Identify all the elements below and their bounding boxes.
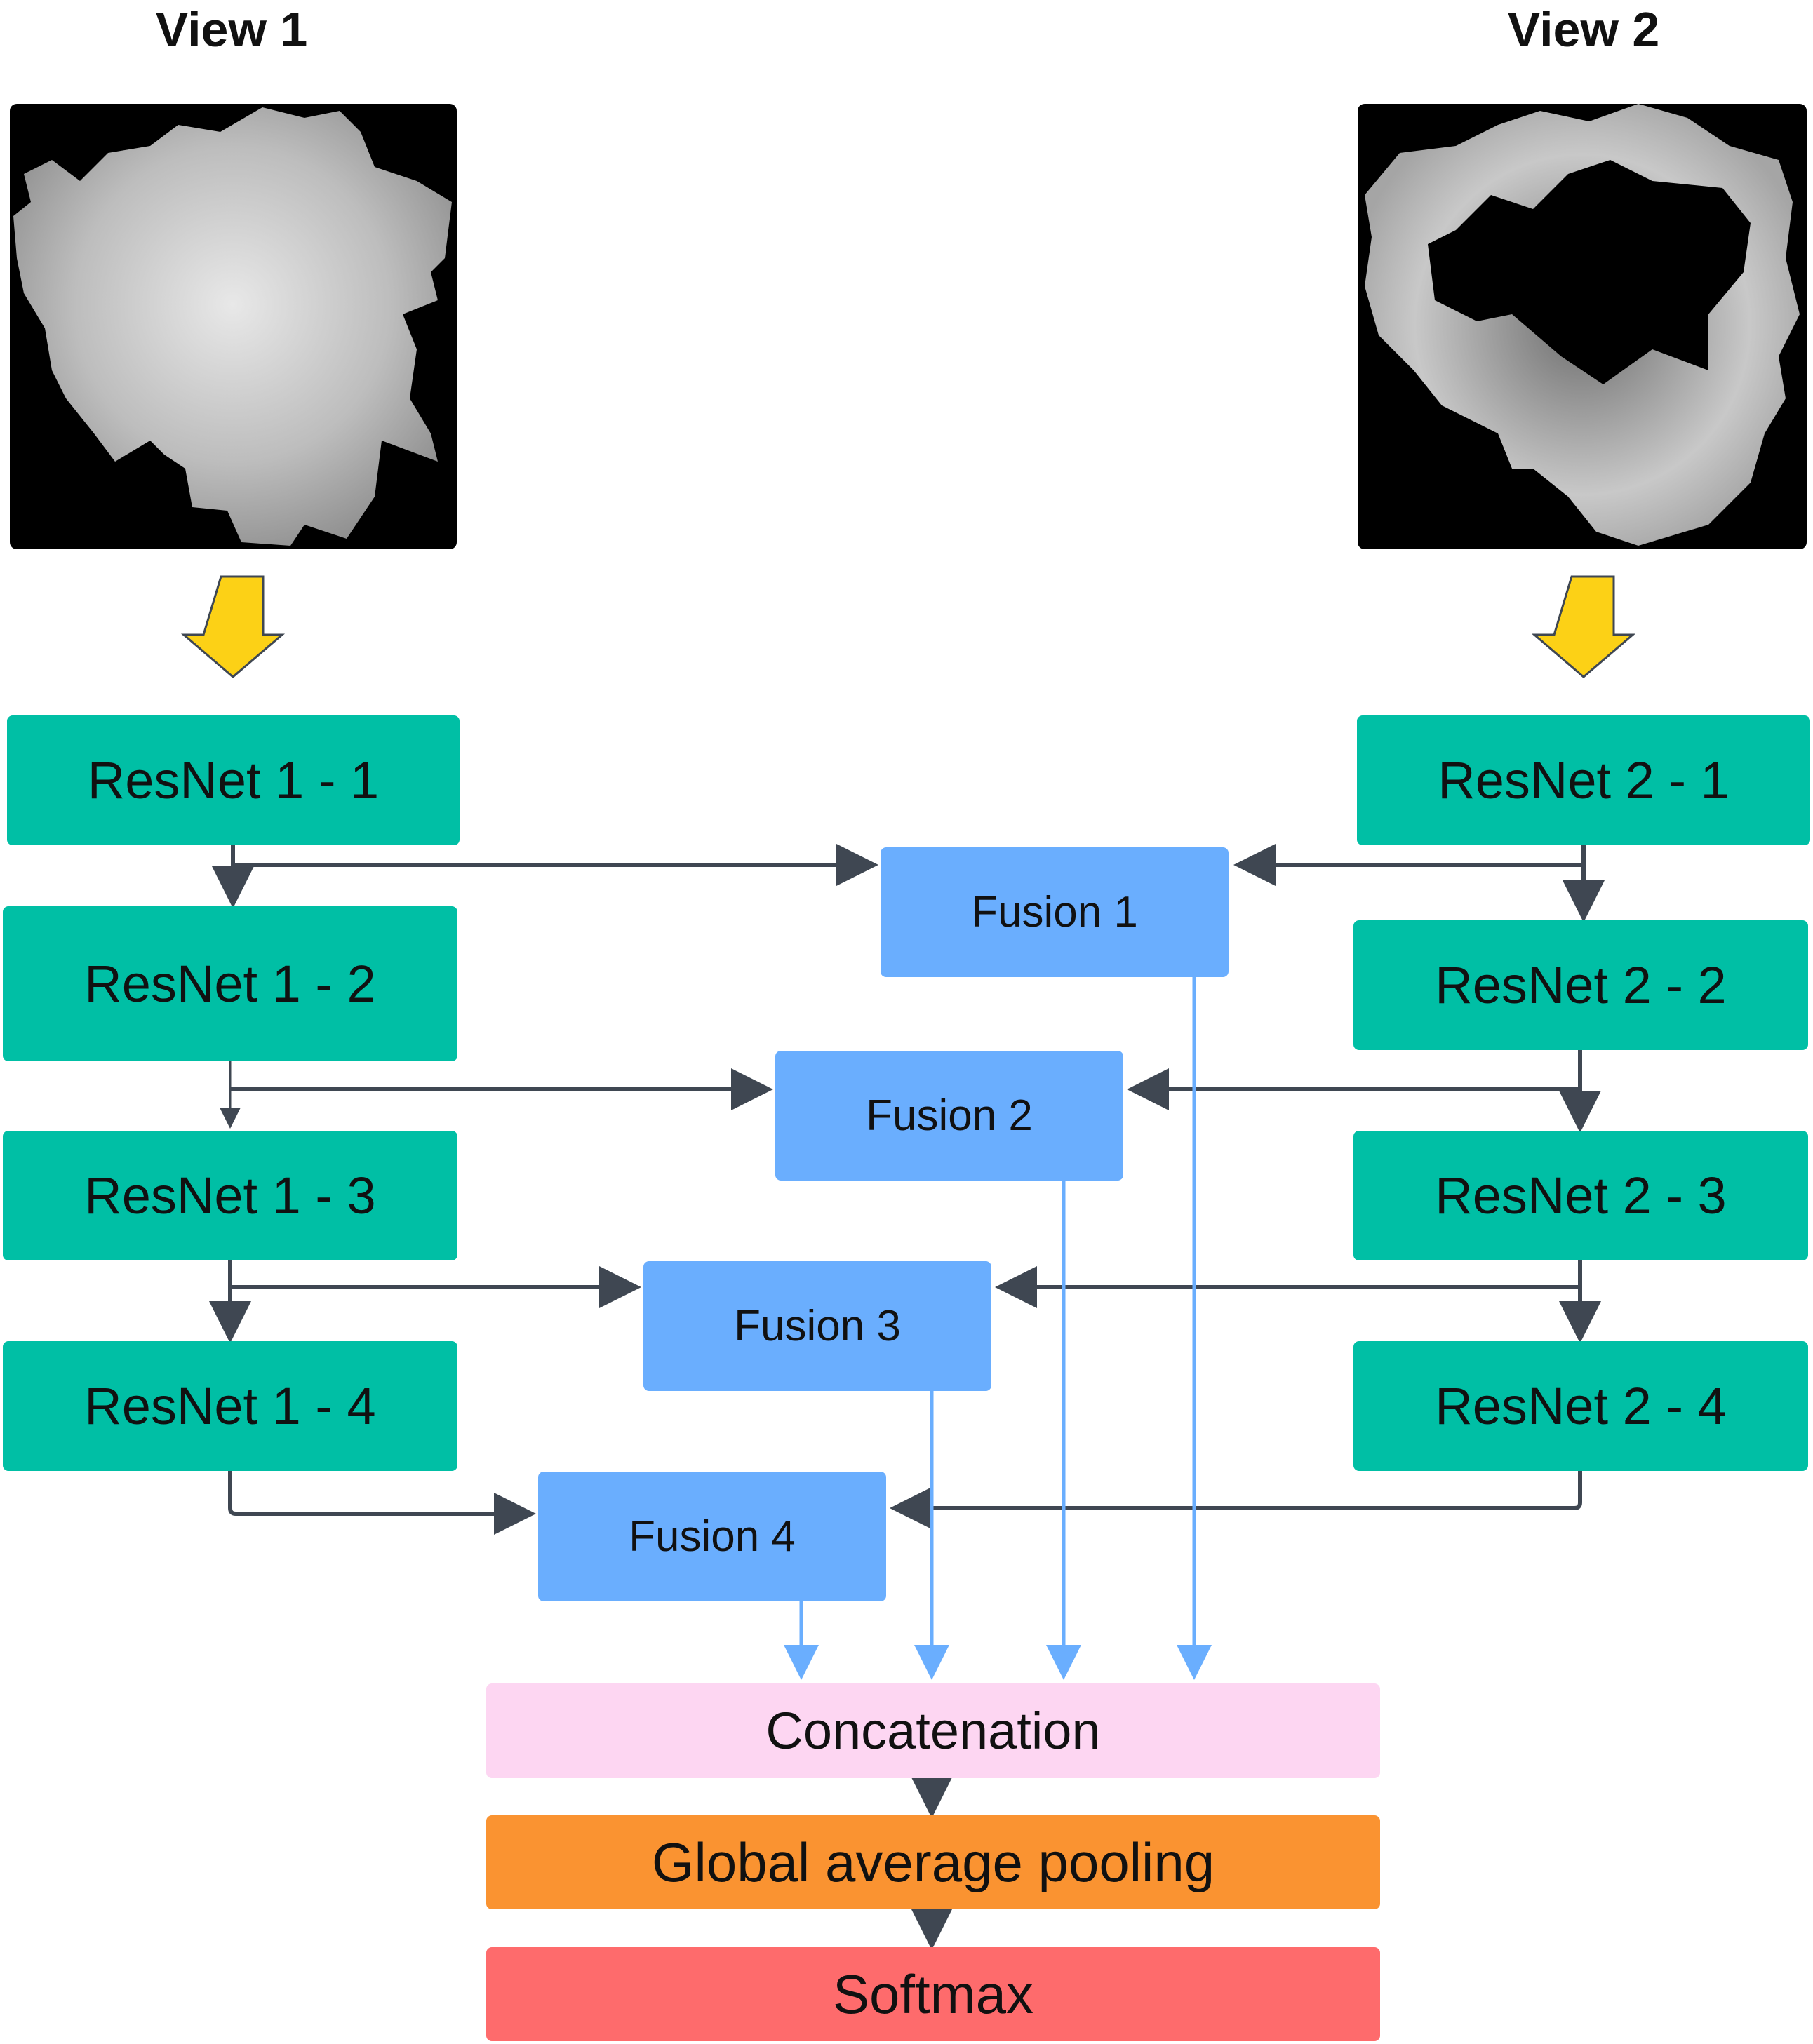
resnet-1-3: ResNet 1 - 3 <box>3 1131 457 1260</box>
resnet-1-1: ResNet 1 - 1 <box>7 715 460 845</box>
view-2-title: View 2 <box>1507 2 1660 57</box>
view-1-title: View 1 <box>155 2 308 57</box>
global-average-pooling-block: Global average pooling <box>486 1815 1380 1909</box>
resnet-1-2: ResNet 1 - 2 <box>3 906 457 1061</box>
fusion-1: Fusion 1 <box>881 847 1229 977</box>
fusion-3: Fusion 3 <box>643 1261 991 1391</box>
concatenation-block: Concatenation <box>486 1683 1380 1778</box>
fusion-2: Fusion 2 <box>775 1051 1123 1181</box>
fusion-4: Fusion 4 <box>538 1472 886 1601</box>
input-arrow-right <box>1531 575 1636 678</box>
resnet-2-3: ResNet 2 - 3 <box>1353 1131 1808 1260</box>
resnet-2-4: ResNet 2 - 4 <box>1353 1341 1808 1471</box>
input-arrow-left <box>180 575 286 678</box>
resnet-1-4: ResNet 1 - 4 <box>3 1341 457 1471</box>
resnet-2-1: ResNet 2 - 1 <box>1357 715 1810 845</box>
softmax-block: Softmax <box>486 1947 1380 2041</box>
view-2-image <box>1358 104 1807 549</box>
view-1-image <box>10 104 457 549</box>
resnet-2-2: ResNet 2 - 2 <box>1353 920 1808 1050</box>
